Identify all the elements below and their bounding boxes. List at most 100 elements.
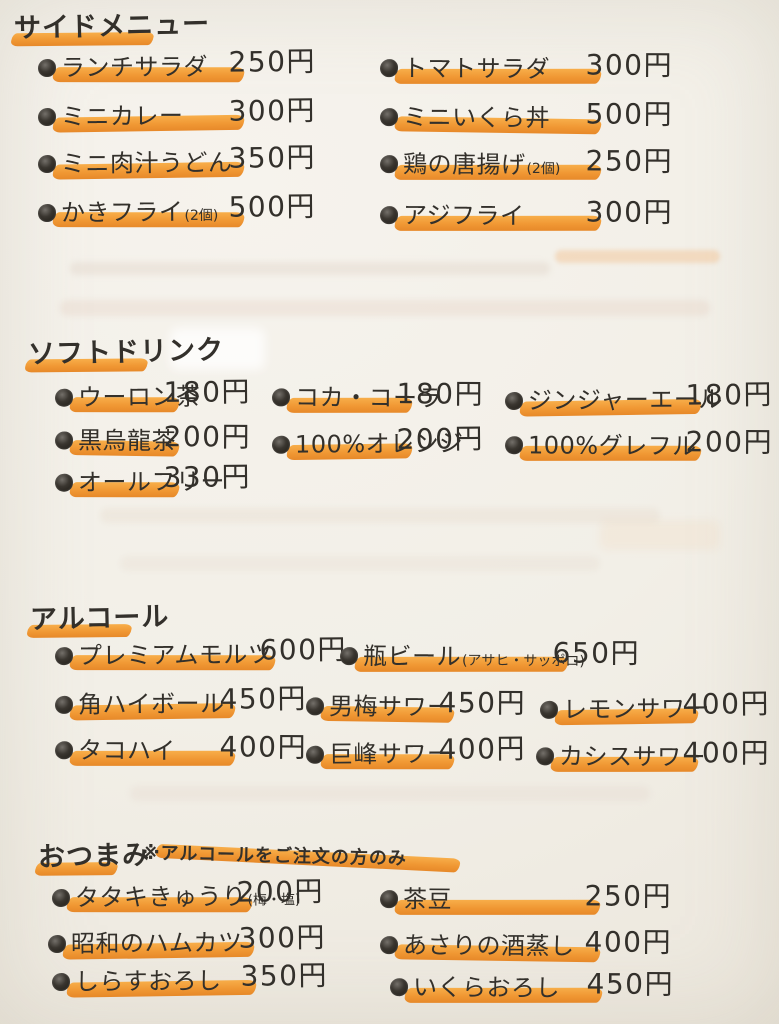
menu-item: 角ハイボール 450円 <box>54 682 307 726</box>
item-price: 200円 <box>685 425 774 459</box>
menu-item: あさりの酒蒸し 400円 <box>379 925 673 968</box>
menu-item: 100%オレンジ 200円 <box>271 422 484 466</box>
item-price: 330円 <box>163 460 252 494</box>
bullet-icon <box>539 700 559 719</box>
bleed-through <box>100 508 660 523</box>
bullet-icon <box>37 154 57 174</box>
item-price: 500円 <box>228 189 317 224</box>
menu-item: レモンサワー 400円 <box>539 687 770 731</box>
item-name: ミニカレー <box>60 101 184 131</box>
item-price: 180円 <box>396 377 485 411</box>
menu-item: コカ・コーラ 180円 <box>271 377 485 419</box>
item-name: 巨峰サワー <box>328 739 452 769</box>
item-price: 400円 <box>219 730 308 764</box>
item-price: 400円 <box>438 732 527 766</box>
item-name: プレミアムモルツ <box>77 640 273 670</box>
menu-item: 茶豆 250円 <box>379 879 673 922</box>
item-price: 180円 <box>163 375 252 409</box>
section-title: サイドメニュー <box>10 2 211 47</box>
item-price: 350円 <box>228 140 317 175</box>
item-name: タタキきゅうり <box>74 882 247 912</box>
bleed-through <box>130 786 650 801</box>
menu-item: カシスサワー 400円 <box>535 736 770 778</box>
item-name: 黒烏龍茶 <box>77 426 177 456</box>
item-price: 300円 <box>228 93 317 128</box>
item-name: かきフライ <box>60 197 184 227</box>
menu-item: ランチサラダ 250円 <box>37 45 316 89</box>
item-name: いくらおろし <box>412 973 561 1003</box>
item-price: 400円 <box>682 687 771 721</box>
bullet-icon <box>504 391 524 411</box>
item-price: 450円 <box>219 682 308 716</box>
section-title-text: ソフトドリンク <box>27 334 225 371</box>
item-price: 250円 <box>584 879 673 913</box>
item-name: 昭和のハムカツ <box>70 928 243 958</box>
bullet-icon <box>379 936 399 955</box>
bullet-icon <box>37 58 57 78</box>
bullet-icon <box>37 107 57 127</box>
bullet-icon <box>51 972 71 992</box>
item-name: あさりの酒蒸し <box>402 931 575 961</box>
bullet-icon <box>37 203 57 223</box>
bullet-icon <box>379 206 399 225</box>
item-name: トマトサラダ <box>402 54 551 84</box>
item-price: 400円 <box>584 925 673 959</box>
bleed-through <box>70 262 550 275</box>
item-price: 300円 <box>585 48 674 82</box>
bullet-icon <box>504 436 524 455</box>
bullet-icon <box>54 695 74 714</box>
menu-item: ウーロン茶 180円 <box>54 375 251 419</box>
item-name: ミニいくら丼 <box>402 103 551 133</box>
bullet-icon <box>271 388 291 407</box>
bullet-icon <box>54 431 74 450</box>
bleed-through <box>120 556 600 571</box>
item-name: アジフライ <box>402 201 525 230</box>
item-price: 180円 <box>685 377 774 412</box>
bullet-icon <box>379 59 399 78</box>
item-price: 500円 <box>585 97 674 131</box>
bullet-icon <box>305 697 325 716</box>
bullet-icon <box>339 647 359 666</box>
item-price: 300円 <box>238 920 327 955</box>
menu-item: かきフライ(2個) 500円 <box>37 190 316 234</box>
menu-item: しらすおろし 350円 <box>51 959 328 1003</box>
menu-item: タタキきゅうり(梅・塩) 200円 <box>51 875 324 919</box>
bullet-icon <box>54 647 74 666</box>
bleed-through <box>555 250 720 263</box>
menu-item: アジフライ 300円 <box>379 195 673 238</box>
item-price: 650円 <box>552 636 641 670</box>
item-name: 100%グレフル <box>527 431 697 461</box>
bullet-icon <box>51 888 71 908</box>
section-title-text: サイドメニュー <box>13 8 211 45</box>
item-price: 250円 <box>585 144 674 178</box>
item-name: 鶏の唐揚げ <box>402 150 526 179</box>
item-price: 450円 <box>586 967 675 1001</box>
section-title-text: アルコール <box>29 601 170 636</box>
menu-item: ジンジャーエール 180円 <box>504 378 773 422</box>
menu-item: 男梅サワー 450円 <box>305 686 527 728</box>
bullet-icon <box>379 108 399 127</box>
bullet-icon <box>535 747 555 766</box>
section-title: ソフトドリンク <box>24 328 225 373</box>
menu-item: プレミアムモルツ 600円 <box>54 633 347 677</box>
menu-item: ミニいくら丼 500円 <box>379 97 674 140</box>
item-price: 200円 <box>236 874 325 909</box>
bleed-through <box>600 520 720 550</box>
section-note-text: ※アルコールをご注文の方のみ <box>141 842 408 870</box>
item-price: 200円 <box>396 422 485 456</box>
bullet-icon <box>54 388 74 407</box>
item-price: 600円 <box>259 632 348 667</box>
menu-item: トマトサラダ 300円 <box>379 48 674 91</box>
item-price: 450円 <box>438 686 527 720</box>
menu-item: タコハイ 400円 <box>54 730 308 773</box>
bullet-icon <box>379 890 399 909</box>
bullet-icon <box>54 741 74 760</box>
bullet-icon <box>271 435 291 454</box>
bullet-icon <box>47 934 67 954</box>
menu-item: いくらおろし 450円 <box>389 967 675 1010</box>
item-name: ランチサラダ <box>60 52 209 82</box>
item-price: 250円 <box>228 44 317 79</box>
menu-item: 100%グレフル 200円 <box>504 425 774 468</box>
item-name: 角ハイボール <box>77 689 225 719</box>
